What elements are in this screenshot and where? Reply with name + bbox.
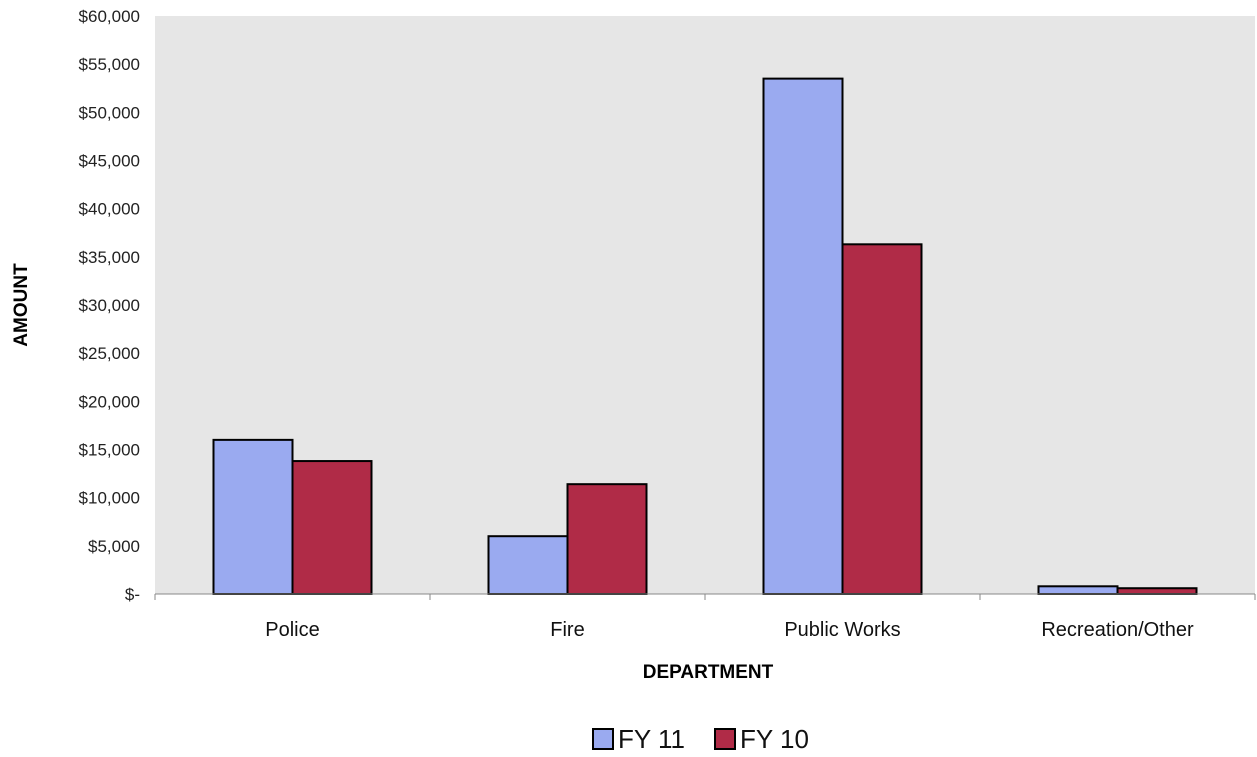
bar-fy10-2 <box>841 243 923 595</box>
y-tick-label: $- <box>125 585 140 604</box>
y-tick-label: $5,000 <box>88 537 140 556</box>
y-tick-label: $15,000 <box>79 441 140 460</box>
bar-fy11-3 <box>1037 585 1119 596</box>
y-tick-label: $30,000 <box>79 296 140 315</box>
y-tick-label: $35,000 <box>79 248 140 267</box>
x-axis: Police Fire Public Works Recreation/Other <box>154 594 1256 641</box>
legend-swatch-fy10 <box>714 728 736 750</box>
bar-fy10-3 <box>1116 587 1198 595</box>
x-category-label: Public Works <box>784 619 900 641</box>
bar-fy11-2 <box>762 77 844 596</box>
x-category-label: Police <box>265 619 319 641</box>
y-tick-label: $40,000 <box>79 200 140 219</box>
legend-swatch-fy11 <box>592 728 614 750</box>
bar-fy10-1 <box>566 483 648 595</box>
y-tick-label: $55,000 <box>79 55 140 74</box>
y-tick-label: $45,000 <box>79 152 140 171</box>
x-axis-title: DEPARTMENT <box>643 662 774 683</box>
legend-label-fy10: FY 10 <box>740 724 809 754</box>
x-category-label: Recreation/Other <box>1041 619 1194 641</box>
bar-fy10-0 <box>291 460 373 595</box>
y-tick-label: $10,000 <box>79 489 140 508</box>
y-tick-label: $60,000 <box>79 7 140 26</box>
legend: FY 11 FY 10 <box>592 724 809 754</box>
y-tick-label: $20,000 <box>79 392 140 411</box>
bar-fy11-1 <box>487 535 569 596</box>
y-axis: $- $5,000 $10,000 $15,000 $20,000 $25,000 $30,… <box>79 7 140 604</box>
y-axis-title: AMOUNT <box>11 263 32 347</box>
y-tick-label: $25,000 <box>79 344 140 363</box>
x-category-label: Fire <box>550 619 584 641</box>
y-tick-label: $50,000 <box>79 103 140 122</box>
bars <box>212 77 1198 596</box>
legend-label-fy11: FY 11 <box>618 724 685 754</box>
bar-fy11-0 <box>212 438 294 595</box>
